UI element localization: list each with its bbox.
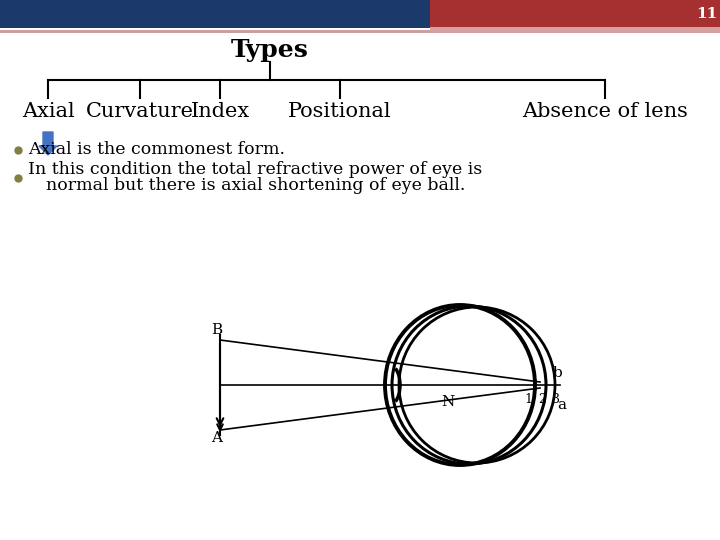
- Bar: [430, 27, 720, 33]
- Text: Positional: Positional: [288, 102, 392, 121]
- Text: In this condition the total refractive power of eye is: In this condition the total refractive p…: [28, 161, 482, 179]
- Bar: [0, 0, 720, 28]
- Text: A: A: [212, 431, 222, 445]
- Text: b: b: [553, 366, 563, 380]
- Text: 2: 2: [538, 393, 546, 406]
- Text: Types: Types: [231, 38, 309, 62]
- Text: Axial is the commonest form.: Axial is the commonest form.: [28, 141, 285, 159]
- Text: Axial: Axial: [22, 102, 74, 121]
- Text: 1: 1: [524, 393, 532, 406]
- Text: Absence of lens: Absence of lens: [522, 102, 688, 121]
- Text: a: a: [557, 398, 566, 412]
- Bar: [0, 30, 430, 33]
- Text: Curvature: Curvature: [86, 102, 194, 121]
- Text: Index: Index: [190, 102, 250, 121]
- Text: B: B: [212, 323, 222, 337]
- Text: N: N: [441, 395, 454, 409]
- Text: 11: 11: [696, 7, 718, 21]
- Bar: [430, 0, 720, 28]
- Text: normal but there is axial shortening of eye ball.: normal but there is axial shortening of …: [46, 178, 465, 194]
- Text: 3: 3: [552, 393, 560, 406]
- FancyArrow shape: [39, 132, 57, 155]
